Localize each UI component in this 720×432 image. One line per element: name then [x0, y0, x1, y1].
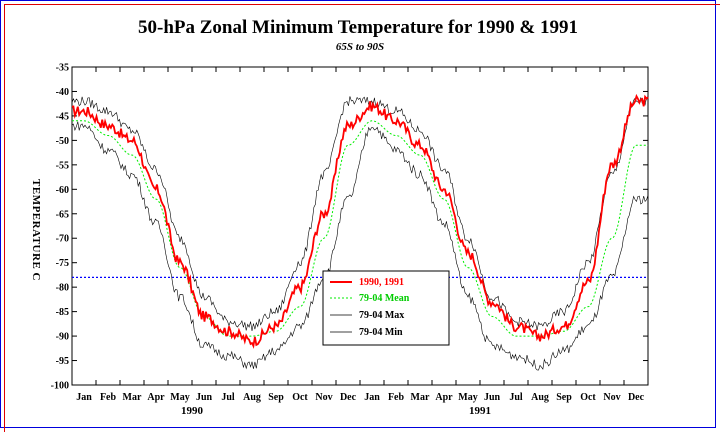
y-tick-label: -75	[56, 258, 69, 269]
chart-title: 50-hPa Zonal Minimum Temperature for 199…	[138, 17, 578, 38]
x-tick-label: Aug	[531, 392, 549, 403]
x-tick-label: Oct	[292, 392, 308, 403]
outer-frame-red	[4, 4, 720, 432]
x-tick-label: Jan	[364, 392, 380, 403]
x-tick-label: Jun	[196, 392, 213, 403]
x-tick-label: Aug	[243, 392, 261, 403]
x-tick-label: Oct	[580, 392, 596, 403]
y-tick-label: -55	[56, 160, 69, 171]
x-tick-label: Jul	[221, 392, 235, 403]
x-tick-label: Nov	[603, 392, 620, 403]
x-tick-label: Dec	[340, 392, 357, 403]
x-tick-label: Apr	[147, 392, 165, 403]
legend-label-actual: 1990, 1991	[359, 277, 404, 288]
x-tick-label: Feb	[388, 392, 405, 403]
series-line-actual	[71, 93, 649, 349]
series-line-mean	[72, 120, 648, 337]
y-tick-label: -100	[51, 381, 69, 392]
y-axis-label: TEMPERATURE C	[30, 179, 42, 281]
y-tick-label: -60	[56, 185, 69, 196]
x-tick-label: May	[170, 392, 189, 403]
x-tick-label: Jul	[509, 392, 523, 403]
legend-box	[322, 270, 450, 346]
legend-label-min: 79-04 Min	[359, 327, 403, 338]
y-tick-label: -40	[56, 87, 69, 98]
x-tick-label: Sep	[556, 392, 572, 403]
legend: 1990, 1991 79-04 Mean 79-04 Max 79-04 Mi…	[322, 270, 450, 346]
x-tick-label: Jan	[76, 392, 92, 403]
chart-subtitle: 65S to 90S	[336, 41, 384, 53]
x-tick-label: Nov	[315, 392, 332, 403]
x-tick-label: Sep	[268, 392, 284, 403]
y-tick-label: -90	[56, 332, 69, 343]
x-tick-label: May	[458, 392, 477, 403]
year-label-1990: 1990	[181, 405, 204, 417]
y-tick-label: -65	[56, 209, 69, 220]
x-tick-label: Jun	[484, 392, 501, 403]
x-tick-label: Dec	[628, 392, 645, 403]
y-tick-label: -85	[56, 307, 69, 318]
legend-label-max: 79-04 Max	[359, 310, 404, 321]
legend-label-mean: 79-04 Mean	[359, 293, 410, 304]
x-tick-label: Mar	[123, 392, 142, 403]
x-tick-label: Apr	[435, 392, 453, 403]
x-tick-label: Mar	[411, 392, 430, 403]
year-label-1991: 1991	[469, 405, 491, 417]
y-tick-label: -95	[56, 356, 69, 367]
series-line-max	[71, 96, 649, 332]
y-tick-label: -50	[56, 136, 69, 147]
y-tick-label: -35	[56, 63, 69, 74]
y-tick-label: -70	[56, 234, 69, 245]
x-tick-label: Feb	[100, 392, 117, 403]
series-line-min	[71, 121, 649, 371]
y-tick-label: -80	[56, 283, 69, 294]
y-tick-label: -45	[56, 111, 69, 122]
